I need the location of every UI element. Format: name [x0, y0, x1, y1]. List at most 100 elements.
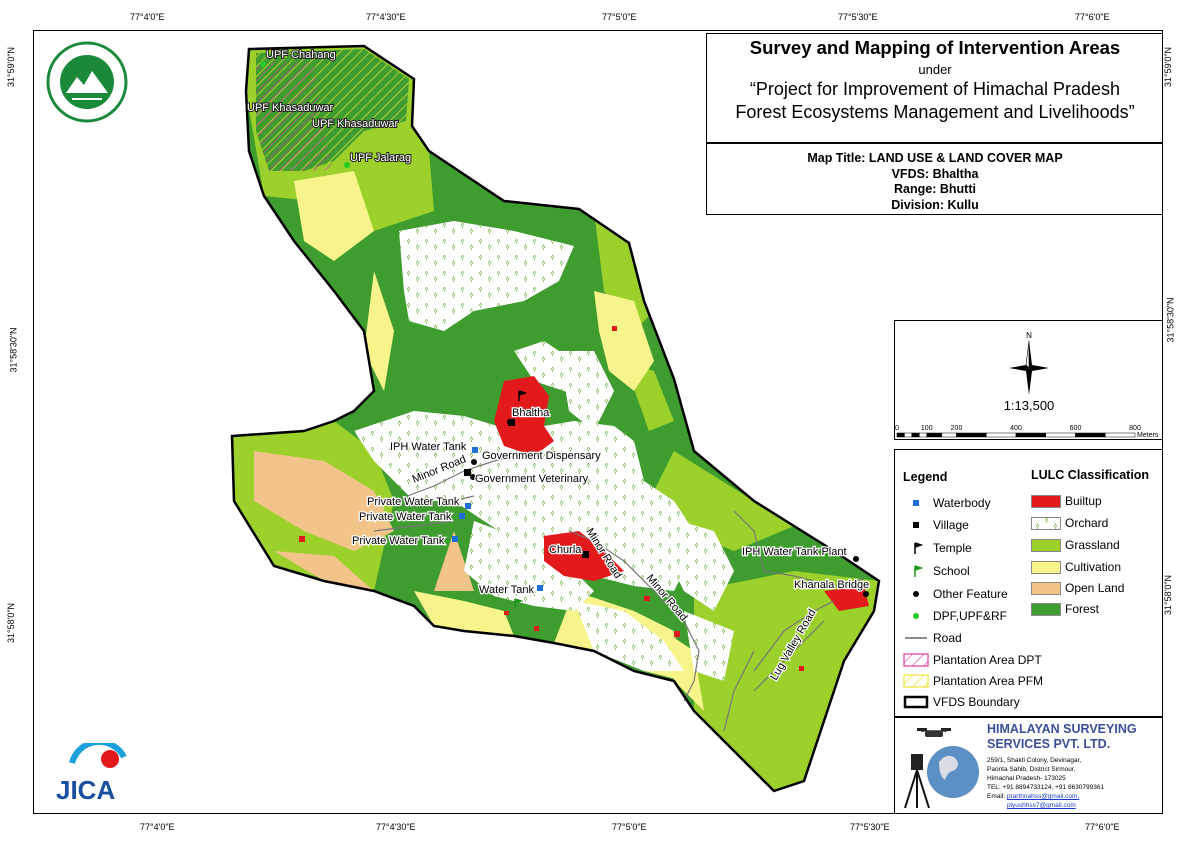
scale-tick-label: 0 [895, 425, 899, 432]
forest-department-logo [46, 41, 128, 123]
label-upf-jalarag: UPF Jalarag [350, 152, 411, 164]
road-icon [905, 637, 927, 639]
scale-tick-label: 800 [1129, 425, 1141, 432]
scale-bar-segment [1075, 432, 1106, 438]
dpf-upf-rf-icon [913, 613, 919, 619]
label-bhaltha: Bhaltha [512, 407, 550, 419]
scale-bar-segment [1015, 432, 1046, 438]
total-station-icon [904, 754, 930, 809]
map-frame: UPF Chahang UPF Khasaduwar UPF Khasaduwa… [33, 30, 1163, 814]
dpf-symbol [260, 61, 266, 67]
other-feature-icon [913, 591, 919, 597]
roads [373, 450, 865, 732]
scale-bar-segment [941, 432, 957, 438]
label-upf-khasaduwar-1: UPF Khasaduwar [247, 102, 334, 114]
temple-icon [914, 542, 924, 554]
coord-top-1: 77°4'0"E [130, 12, 165, 22]
coord-bottom-4: 77°5'30"E [850, 822, 890, 832]
point-features [260, 61, 869, 608]
open-land-swatch [1031, 582, 1061, 595]
scale-unit-label: Meters [1137, 432, 1159, 439]
waterbody-icon [913, 500, 919, 506]
label-upf-khasaduwar-2: UPF Khasaduwar [312, 118, 399, 130]
other-feature-symbol [863, 591, 869, 597]
temple-symbol [518, 390, 528, 401]
other-feature-symbol [470, 474, 476, 480]
waterbody-symbol [452, 536, 458, 542]
title-under: under [918, 62, 952, 77]
project-title-line2: Forest Ecosystems Management and Livelih… [735, 102, 1135, 122]
label-iph-water-tank-plant: IPH Water Tank Plant [742, 546, 847, 558]
legend-box: Legend LULC Classification Waterbody Vil… [894, 449, 1162, 717]
coord-left-2: 31°58'30"N [8, 327, 19, 373]
plantation-dpt-icon [903, 653, 929, 667]
north-label: N [1026, 331, 1032, 340]
company-box: HIMALAYAN SURVEYING SERVICES PVT. LTD. 2… [894, 717, 1162, 813]
other-feature-symbol [507, 419, 513, 425]
scale-box: N 1:13,500 0 100 200 400 600 800 Meters [894, 320, 1162, 440]
email-link-2[interactable]: piyushhss7@gmail.com [1007, 802, 1076, 809]
company-name: HIMALAYAN SURVEYING SERVICES PVT. LTD. [987, 722, 1137, 751]
scale-tick-label: 100 [921, 425, 933, 432]
scale-bar-segment [1105, 432, 1136, 438]
title-box: Survey and Mapping of Intervention Areas… [706, 33, 1162, 143]
label-private-water-tank-1: Private Water Tank [367, 496, 460, 508]
scale-bar-segment [919, 432, 927, 438]
map-info-box: Map Title: LAND USE & LAND COVER MAP VFD… [706, 143, 1162, 215]
orchard-swatch [1031, 517, 1061, 530]
north-arrow-icon [1009, 340, 1049, 395]
email-link-1[interactable]: prarthnahss@gmail.com, [1006, 793, 1080, 800]
vfds-name: VFDS: Bhaltha [891, 166, 979, 181]
map-title: Map Title: LAND USE & LAND COVER MAP [807, 151, 1063, 165]
builtup-swatch [1031, 495, 1061, 508]
waterbody-symbol [465, 503, 471, 509]
company-address: 259/1, Shakti Colony, Devinagar, Paonta … [987, 757, 1105, 809]
company-logo [904, 728, 979, 809]
scale-bar-segment [1045, 432, 1076, 438]
coord-bottom-3: 77°5'0"E [612, 822, 647, 832]
village-symbol [464, 469, 471, 476]
map-main-title: Survey and Mapping of Intervention Areas [749, 37, 1121, 58]
label-iph-water-tank: IPH Water Tank [390, 441, 467, 453]
jica-logo: JICA [56, 743, 127, 805]
scale-tick-label: 400 [1010, 425, 1022, 432]
scale-tick-label: 600 [1070, 425, 1082, 432]
division-name: Division: Kullu [891, 197, 979, 212]
legend-heading: Legend [903, 470, 948, 484]
coord-top-3: 77°5'0"E [602, 12, 637, 22]
label-water-tank: Water Tank [479, 584, 535, 596]
village-symbol [582, 551, 589, 558]
label-private-water-tank-2: Private Water Tank [359, 511, 452, 523]
plantation-pfm-icon [903, 674, 929, 688]
vfds-boundary-icon [903, 695, 929, 709]
coord-top-4: 77°5'30"E [838, 12, 878, 22]
cultivation-swatch [1031, 561, 1061, 574]
waterbody-symbol [459, 513, 465, 519]
coord-right-3: 31°58'0"N [1163, 574, 1174, 616]
scale-tick-label: 200 [951, 425, 963, 432]
coord-top-2: 77°4'30"E [366, 12, 406, 22]
scale-bar-segment [911, 432, 920, 438]
coord-right-1: 31°59'0"N [1163, 46, 1174, 88]
school-symbol [514, 598, 524, 608]
label-private-water-tank-3: Private Water Tank [352, 535, 445, 547]
lulc-heading: LULC Classification [1031, 468, 1150, 482]
coord-bottom-2: 77°4'30"E [376, 822, 416, 832]
label-churla: Churla [549, 544, 582, 556]
other-feature-symbol [853, 556, 859, 562]
scale-bar-segment [926, 432, 942, 438]
scale-bar-segment [904, 432, 913, 438]
coord-left-3: 31°58'0"N [6, 602, 17, 644]
scale-ratio: 1:13,500 [1004, 398, 1055, 413]
coord-top-5: 77°6'0"E [1075, 12, 1110, 22]
school-icon [914, 565, 924, 577]
label-government-dispensary: Government Dispensary [482, 450, 601, 462]
label-government-veterinary: Government Veterinary [475, 473, 589, 485]
dpf-symbol [344, 162, 350, 168]
label-khanala-bridge: Khanala Bridge [794, 579, 869, 591]
forest-swatch [1031, 603, 1061, 616]
range-name: Range: Bhutti [894, 182, 976, 196]
scale-bar-segment [956, 432, 987, 438]
project-title-line1: “Project for Improvement of Himachal Pra… [749, 79, 1121, 99]
